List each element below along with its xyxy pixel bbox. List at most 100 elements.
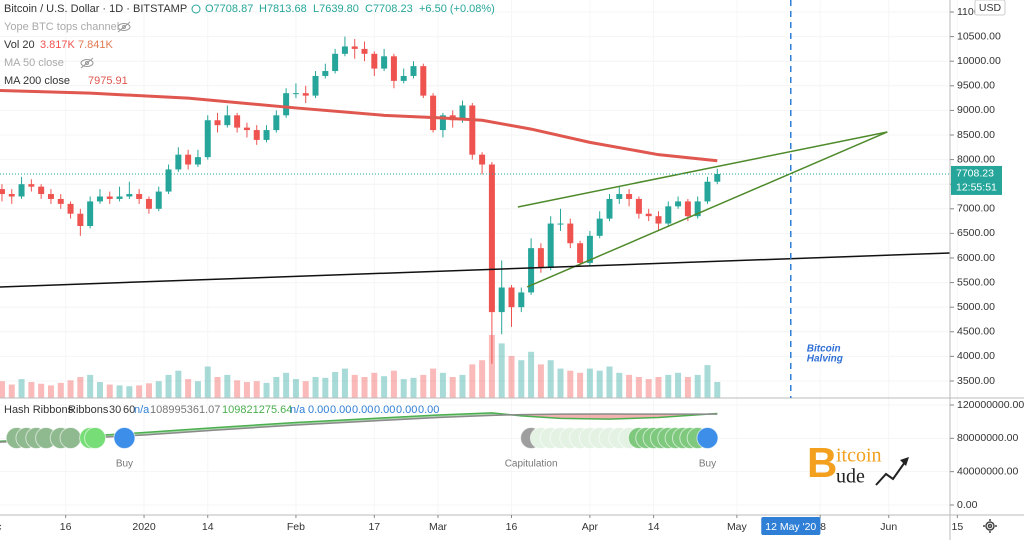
hash-legend-value: 0.00 (352, 404, 373, 416)
candle-body (194, 157, 201, 165)
indicator-value: 3.817K (40, 39, 76, 51)
x-tick-label: Dec (0, 521, 2, 533)
signal-label: Buy (116, 459, 133, 470)
candle-body (694, 201, 701, 217)
volume-bar (665, 374, 672, 398)
y-tick-label: 4500.00 (957, 326, 995, 338)
hash-legend-value: 0.00 (418, 404, 439, 416)
candle-body (479, 154, 486, 165)
candle-body (528, 248, 535, 293)
volume-bar (567, 370, 574, 398)
volume-bar (675, 372, 682, 398)
volume-bar (57, 382, 64, 398)
eye-hidden-icon[interactable] (80, 57, 94, 69)
y-tick-label: 10500.00 (957, 30, 1001, 42)
y-tick-label: 3500.00 (957, 375, 995, 387)
x-tick-label: Jun (880, 521, 897, 533)
volume-bar (224, 374, 231, 398)
trend-line (526, 131, 888, 288)
volume-bar (596, 370, 603, 398)
y-tick-label: 9000.00 (957, 104, 995, 116)
candle-body (557, 223, 564, 225)
volume-bar (694, 374, 701, 398)
y-tick-label: 8500.00 (957, 129, 995, 141)
indicator-name: MA 200 close (4, 75, 70, 87)
volume-bar (459, 374, 466, 398)
y-tick-label: 5500.00 (957, 276, 995, 288)
candle-body (175, 154, 182, 170)
logo-text: itcoin (836, 445, 882, 467)
ribbon-line (0, 413, 718, 443)
candle-body (547, 223, 554, 268)
candle-body (626, 194, 633, 199)
candle-body (488, 164, 495, 313)
volume-bar (0, 381, 5, 398)
volume-bar (626, 374, 633, 398)
hash-legend-value: 0.00 (330, 404, 351, 416)
logo: B itcoin ude (807, 439, 909, 488)
candle-body (312, 75, 319, 96)
volume-bar (439, 372, 446, 398)
ribbon-line (0, 412, 718, 442)
hash-legend-value: 0.00 (374, 404, 395, 416)
volume-bar (106, 384, 113, 398)
price-pane (0, 36, 950, 398)
candle-body (214, 120, 221, 126)
trend-line (517, 131, 888, 208)
candle-body (243, 127, 250, 131)
volume-bar (606, 366, 613, 398)
candle-body (185, 154, 192, 165)
y-tick-label: 80000000.00 (957, 432, 1018, 444)
signal-dot (113, 427, 136, 449)
ma200-line (0, 88, 718, 163)
candle-body (635, 198, 642, 214)
candle-body (57, 198, 64, 204)
annotation-text: Bitcoin (807, 344, 841, 355)
trend-line (0, 252, 950, 288)
candle-body (126, 194, 133, 197)
eye-hidden-icon[interactable] (117, 21, 131, 33)
volume-bar (18, 379, 25, 398)
volume-bar (155, 381, 162, 398)
volume-bar (292, 379, 299, 398)
volume-bar (185, 379, 192, 398)
y-tick-label: 6500.00 (957, 227, 995, 239)
volume-bar (714, 381, 721, 398)
volume-bar (87, 374, 94, 398)
y-tick-label: 10000.00 (957, 55, 1001, 67)
candle-body (47, 194, 54, 199)
y-tick-label: 120000000.00 (957, 399, 1024, 411)
last-price-box (951, 165, 1002, 195)
volume-bar (400, 379, 407, 398)
x-tick-label: 14 (648, 521, 660, 533)
settings-button[interactable] (983, 519, 997, 533)
candle-body (371, 53, 378, 69)
status-icon (191, 4, 201, 14)
candle-body (361, 48, 368, 54)
volume-bar (684, 377, 691, 398)
volume-bar (449, 377, 456, 398)
volume-bar (547, 360, 554, 398)
volume-bar (518, 360, 525, 398)
volume-bar (381, 376, 388, 398)
candle-body (655, 216, 662, 224)
cursor-time-box (761, 517, 821, 535)
volume-bar (322, 377, 329, 398)
candle-body (351, 46, 358, 49)
volume-bar (655, 377, 662, 398)
cursor-time-label: 12 May '20 (765, 521, 816, 533)
candle-body (430, 95, 437, 131)
volume-bar (616, 372, 623, 398)
candle-body (498, 287, 505, 313)
currency-badge[interactable] (974, 0, 1006, 16)
volume-bar (28, 382, 35, 398)
hash-title: Hash Ribbons (4, 404, 74, 416)
volume-bar (263, 382, 270, 398)
candle-body (273, 115, 280, 131)
candle-body (322, 71, 329, 76)
candle-body (537, 248, 544, 268)
candle-body (410, 66, 417, 76)
x-tick-label: Apr (582, 521, 599, 533)
candle-body (381, 56, 388, 69)
